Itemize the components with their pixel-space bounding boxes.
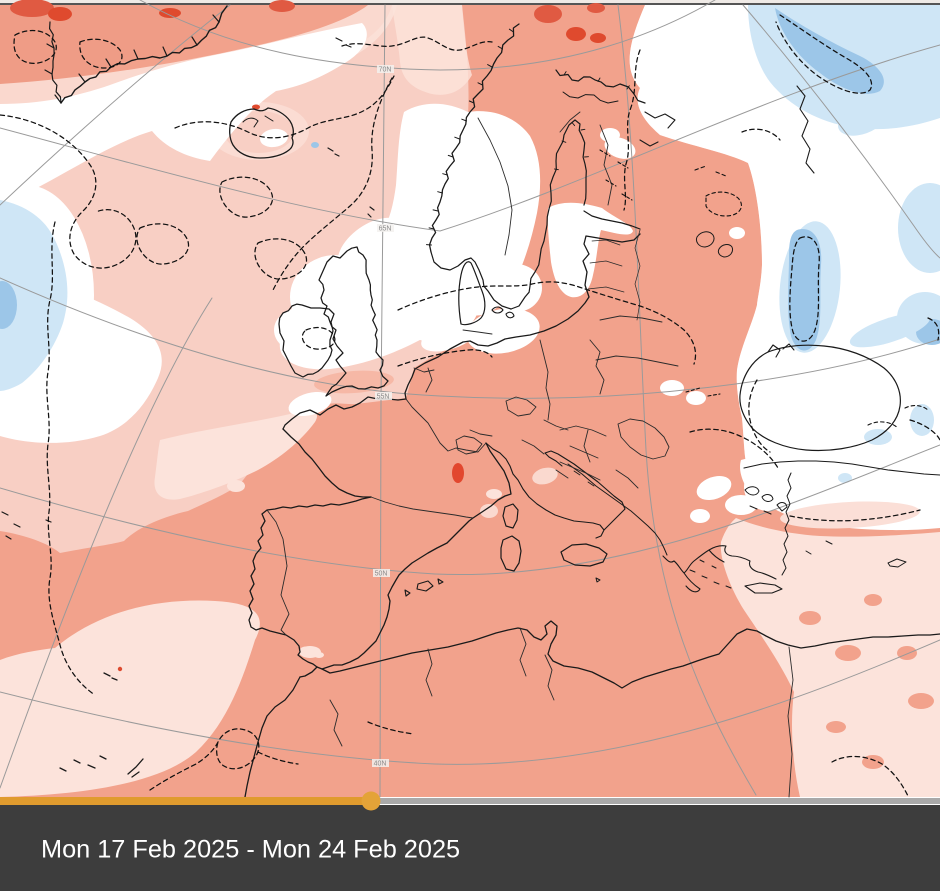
svg-text:65N: 65N <box>379 226 392 233</box>
svg-text:70N: 70N <box>379 67 392 74</box>
svg-text:55N: 55N <box>377 394 390 401</box>
svg-text:50N: 50N <box>375 571 388 578</box>
svg-text:Mon 17 Feb 2025 - Mon 24 Feb 2: Mon 17 Feb 2025 - Mon 24 Feb 2025 <box>41 836 460 864</box>
svg-text:40N: 40N <box>374 761 387 768</box>
